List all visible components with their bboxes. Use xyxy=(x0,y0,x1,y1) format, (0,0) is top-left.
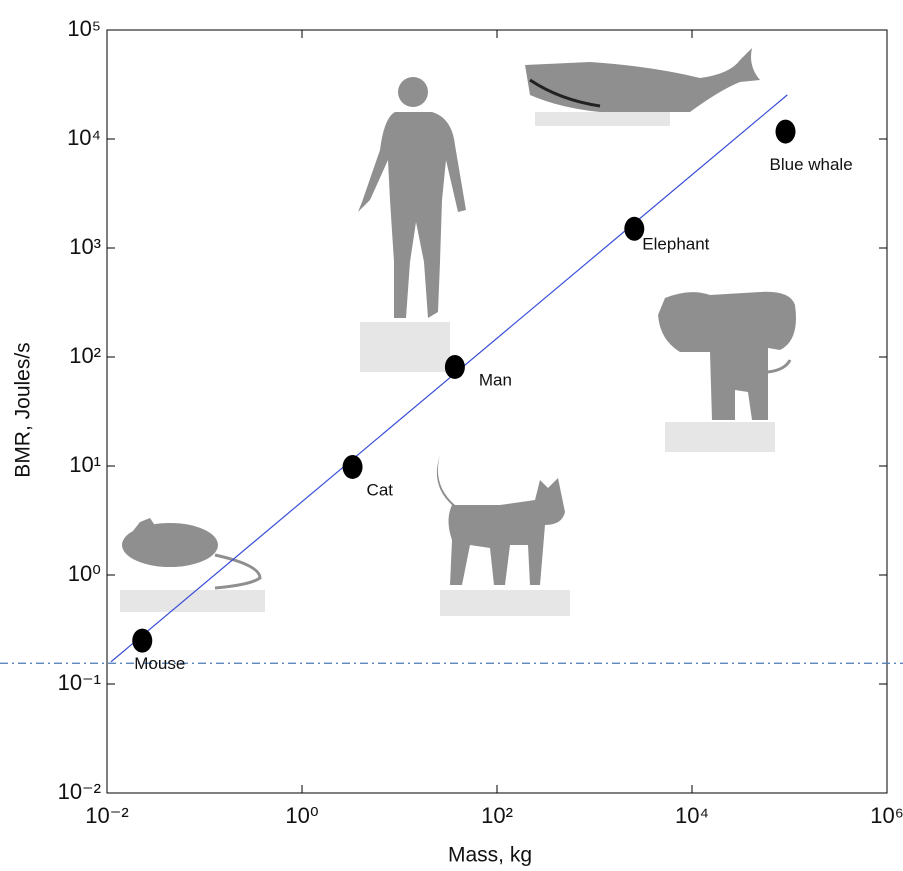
x-tick-label: 10⁰ xyxy=(285,803,318,828)
x-tick-label: 10⁴ xyxy=(675,803,709,828)
point-label: Cat xyxy=(367,480,394,499)
cat-image xyxy=(437,455,570,616)
data-point xyxy=(132,629,152,653)
y-tick-label: 10¹ xyxy=(69,452,101,477)
data-point xyxy=(624,217,644,241)
data-point xyxy=(776,120,796,144)
x-tick-label: 10⁶ xyxy=(870,803,903,828)
point-label: Mouse xyxy=(134,654,185,673)
y-tick-label: 10³ xyxy=(69,234,101,259)
data-point xyxy=(343,455,363,479)
y-tick-label: 10⁻¹ xyxy=(58,670,101,695)
man-image xyxy=(358,77,466,372)
fit-line xyxy=(111,95,787,662)
y-tick-label: 10⁵ xyxy=(67,16,101,41)
mouse-image xyxy=(120,518,265,612)
point-label: Elephant xyxy=(642,234,709,253)
x-tick-label: 10² xyxy=(481,803,513,828)
data-point xyxy=(445,355,465,379)
y-axis-label: BMR, Joules/s xyxy=(12,342,35,477)
elephant-image xyxy=(658,292,796,452)
plot-frame xyxy=(107,30,887,793)
point-label: Blue whale xyxy=(770,155,853,174)
y-tick-label: 10⁴ xyxy=(67,125,101,150)
x-tick-label: 10⁻² xyxy=(85,803,128,828)
whale-image xyxy=(525,48,760,126)
point-label: Man xyxy=(479,370,512,389)
chart: Mass, kg BMR, Joules/s 10⁻² 10⁰ 10² 10⁴ 10⁶ 1… xyxy=(0,0,903,871)
y-tick-label: 10⁰ xyxy=(68,561,101,586)
y-tick-label: 10⁻² xyxy=(58,779,101,804)
x-axis-label: Mass, kg xyxy=(448,844,532,867)
y-tick-label: 10² xyxy=(69,343,101,368)
